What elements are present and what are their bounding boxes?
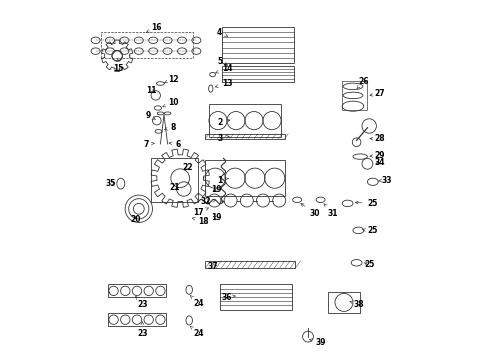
Text: 17: 17 bbox=[193, 208, 209, 217]
Text: 26: 26 bbox=[357, 77, 369, 89]
Text: 32: 32 bbox=[200, 197, 216, 206]
Text: 25: 25 bbox=[364, 260, 374, 269]
Text: 19: 19 bbox=[211, 185, 221, 194]
Text: 14: 14 bbox=[216, 64, 232, 73]
Text: 12: 12 bbox=[165, 75, 178, 84]
Text: 7: 7 bbox=[143, 140, 154, 149]
Text: 38: 38 bbox=[350, 300, 364, 309]
Text: 36: 36 bbox=[222, 292, 235, 302]
Text: 25: 25 bbox=[362, 226, 378, 235]
Text: 11: 11 bbox=[146, 86, 157, 95]
Text: 39: 39 bbox=[310, 338, 326, 347]
Text: 27: 27 bbox=[370, 89, 385, 98]
Text: 23: 23 bbox=[137, 322, 147, 338]
Text: 18: 18 bbox=[193, 217, 209, 226]
Text: 23: 23 bbox=[136, 296, 147, 309]
Text: 31: 31 bbox=[324, 204, 339, 217]
Text: 24: 24 bbox=[191, 296, 203, 307]
Text: 25: 25 bbox=[355, 199, 378, 208]
Text: 28: 28 bbox=[370, 134, 385, 143]
Text: 29: 29 bbox=[370, 151, 385, 160]
Text: 1: 1 bbox=[217, 176, 228, 185]
Text: 3: 3 bbox=[217, 134, 229, 143]
Text: 33: 33 bbox=[379, 176, 392, 185]
Text: 15: 15 bbox=[113, 58, 123, 73]
Text: 19: 19 bbox=[211, 213, 221, 222]
Text: 4: 4 bbox=[217, 28, 228, 37]
Text: 10: 10 bbox=[162, 98, 178, 107]
Text: 34: 34 bbox=[375, 158, 385, 167]
Text: 20: 20 bbox=[130, 215, 141, 224]
Text: 16: 16 bbox=[146, 23, 162, 32]
Text: 8: 8 bbox=[165, 123, 176, 132]
Text: 6: 6 bbox=[169, 140, 181, 149]
Text: 37: 37 bbox=[207, 262, 218, 271]
Text: 21: 21 bbox=[170, 183, 180, 192]
Text: 24: 24 bbox=[191, 326, 203, 338]
Text: 5: 5 bbox=[217, 57, 228, 66]
Text: 13: 13 bbox=[216, 79, 232, 88]
Text: 30: 30 bbox=[301, 203, 320, 217]
Text: 35: 35 bbox=[106, 179, 116, 188]
Text: 22: 22 bbox=[182, 163, 193, 172]
Text: 9: 9 bbox=[145, 111, 156, 120]
Text: 2: 2 bbox=[217, 118, 230, 127]
